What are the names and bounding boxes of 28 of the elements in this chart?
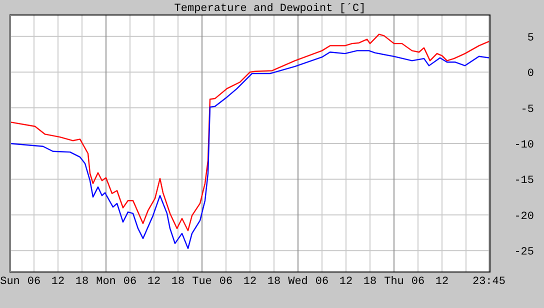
- y-tick-label: -20: [514, 210, 534, 223]
- x-tick-label: 18: [267, 276, 281, 288]
- y-tick-label: -10: [514, 140, 534, 152]
- y-tick-label: -15: [514, 175, 534, 188]
- y-tick-label: -5: [520, 104, 534, 116]
- x-tick-label: Tue: [192, 276, 212, 288]
- x-tick-label: 23:45: [472, 276, 506, 288]
- x-tick-label: Thu: [384, 276, 404, 288]
- x-tick-label: 18: [75, 276, 89, 288]
- x-tick-label: 12: [435, 276, 449, 288]
- x-tick-label: 06: [219, 276, 233, 288]
- x-tick-label: 12: [339, 276, 353, 288]
- y-tick-label: 0: [527, 68, 534, 80]
- x-tick-label: Sun: [0, 276, 20, 288]
- x-tick-label: Mon: [96, 276, 116, 288]
- x-tick-label: 12: [243, 276, 257, 288]
- x-tick-label: 18: [363, 276, 377, 288]
- chart-title: Temperature and Dewpoint [´C]: [174, 3, 366, 15]
- x-tick-label: 12: [51, 276, 65, 288]
- x-tick-label: 12: [147, 276, 161, 288]
- x-tick-label: 06: [123, 276, 137, 288]
- y-tick-label: 5: [527, 32, 534, 44]
- x-tick-label: 06: [411, 276, 425, 288]
- x-tick-label: 06: [315, 276, 329, 288]
- y-tick-label: -25: [514, 246, 534, 259]
- x-tick-label: 18: [171, 276, 185, 288]
- x-tick-label: 06: [27, 276, 41, 288]
- x-tick-label: Wed: [288, 276, 308, 288]
